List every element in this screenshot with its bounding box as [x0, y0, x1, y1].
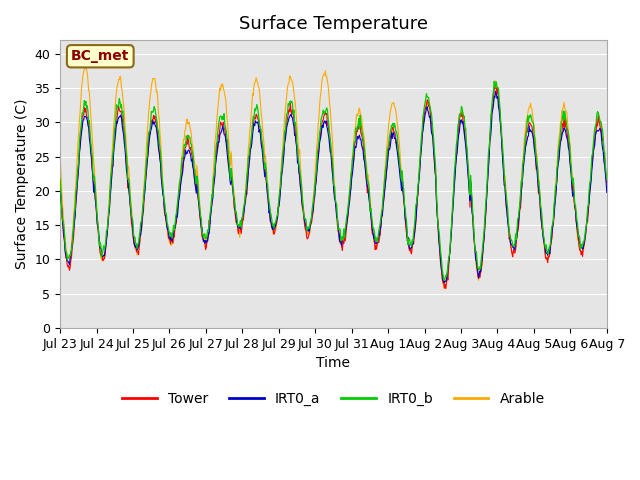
X-axis label: Time: Time [317, 356, 351, 370]
Text: BC_met: BC_met [71, 49, 129, 63]
Title: Surface Temperature: Surface Temperature [239, 15, 428, 33]
Legend: Tower, IRT0_a, IRT0_b, Arable: Tower, IRT0_a, IRT0_b, Arable [116, 386, 550, 412]
Y-axis label: Surface Temperature (C): Surface Temperature (C) [15, 99, 29, 269]
